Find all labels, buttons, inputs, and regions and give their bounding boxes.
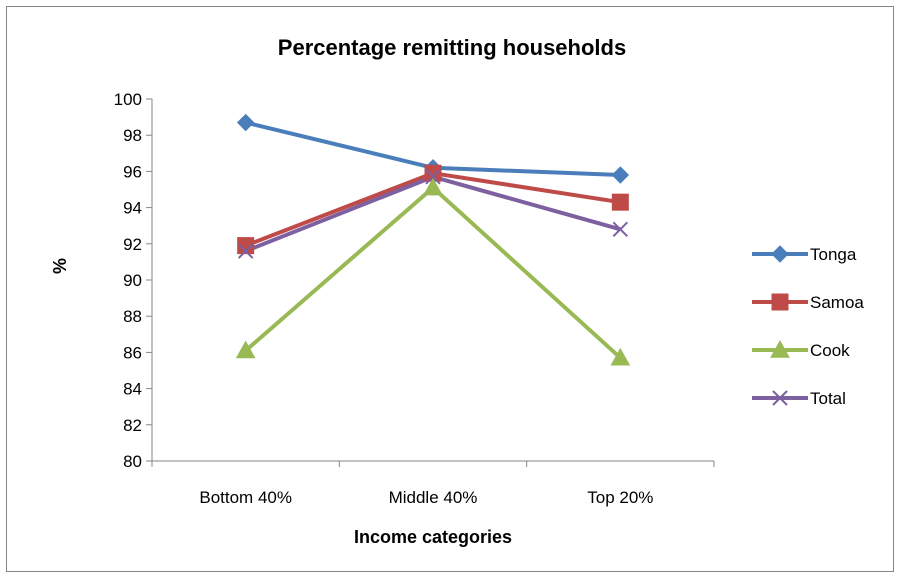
x-tick-label: Bottom 40% [199,488,292,507]
y-tick-label: 84 [123,380,142,399]
y-tick-label: 88 [123,307,142,326]
legend-marker-tonga [771,245,789,263]
data-point-total [425,169,441,185]
legend-marker-samoa [771,293,789,311]
chart-frame [6,6,894,572]
x-tick-label: Top 20% [587,488,653,507]
data-point-total-stroke [237,243,254,259]
data-point-tonga [236,113,255,132]
data-point-total [237,243,254,259]
y-axis-title: % [50,258,70,274]
legend-marker-cook [770,339,790,358]
data-point-cook [235,340,256,359]
y-tick-label: 90 [123,271,142,290]
data-point-cook [610,347,631,366]
x-tick-label: Middle 40% [389,488,478,507]
y-tick-label: 96 [123,162,142,181]
y-tick-label: 82 [123,416,142,435]
data-point-total-stroke [425,169,441,185]
data-point-samoa [237,237,255,255]
data-point-cook [423,177,443,196]
legend-marker-total [772,390,788,406]
y-tick-label: 100 [114,90,142,109]
chart-title: Percentage remitting households [278,35,626,60]
legend-marker-total-stroke [772,390,788,406]
data-point-total [612,221,629,238]
y-tick-label: 98 [123,126,142,145]
y-tick-label: 80 [123,452,142,471]
legend-label-tonga: Tonga [810,245,857,264]
data-point-samoa [611,193,629,211]
y-tick-label: 94 [123,199,142,218]
series-layer [235,113,631,366]
x-axis-title: Income categories [354,527,512,547]
y-tick-label: 86 [123,343,142,362]
y-tick-label: 92 [123,235,142,254]
data-point-total-stroke [612,221,629,238]
data-point-tonga [611,166,630,184]
legend-label-total: Total [810,389,846,408]
legend-label-cook: Cook [810,341,850,360]
axes: 80 82 84 86 88 90 92 94 96 98 100 Bottom 40% Middle … [114,90,715,507]
legend-label-samoa: Samoa [810,293,864,312]
legend: Tonga Samoa Cook Total [752,245,864,408]
